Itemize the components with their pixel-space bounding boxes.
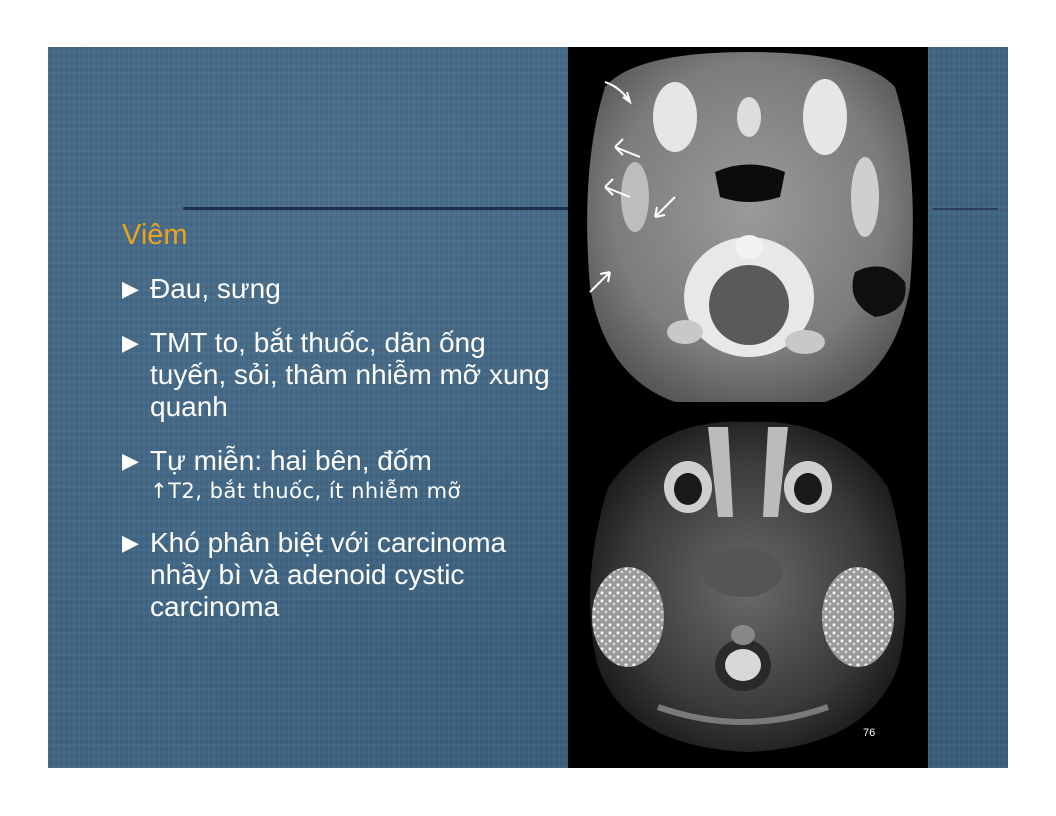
bullet-text: Đau, sưng <box>150 273 281 304</box>
mri-scan-image <box>568 407 928 768</box>
image-panel <box>568 47 928 768</box>
bullet-arrow-icon: ▶ <box>122 276 139 301</box>
page-number: 76 <box>863 727 876 739</box>
slide: Viêm ▶ Đau, sưng ▶ TMT to, bắt thuốc, dã… <box>48 47 1008 768</box>
divider-rule-right <box>933 208 998 210</box>
bullet-item: ▶ Khó phân biệt với carcinoma nhầy bì và… <box>122 527 562 623</box>
bullet-arrow-icon: ▶ <box>122 448 139 473</box>
bullet-subtext: ↑T2, bắt thuốc, ít nhiễm mỡ <box>150 479 461 503</box>
ct-scan-image <box>575 47 923 407</box>
bullet-item: ▶ Tự miễn: hai bên, đốm ↑T2, bắt thuốc, … <box>122 445 562 505</box>
bullet-text: Khó phân biệt với carcinoma nhầy bì và a… <box>150 527 507 622</box>
bullet-list: ▶ Đau, sưng ▶ TMT to, bắt thuốc, dãn ống… <box>122 273 562 645</box>
bullet-arrow-icon: ▶ <box>122 530 139 555</box>
bullet-text: Tự miễn: hai bên, đốm <box>150 445 432 476</box>
slide-heading: Viêm <box>122 219 188 251</box>
divider-rule <box>183 207 623 210</box>
bullet-item: ▶ Đau, sưng <box>122 273 562 305</box>
bullet-text: TMT to, bắt thuốc, dãn ống tuyến, sỏi, t… <box>150 327 550 422</box>
bullet-item: ▶ TMT to, bắt thuốc, dãn ống tuyến, sỏi,… <box>122 327 562 423</box>
bullet-arrow-icon: ▶ <box>122 330 139 355</box>
